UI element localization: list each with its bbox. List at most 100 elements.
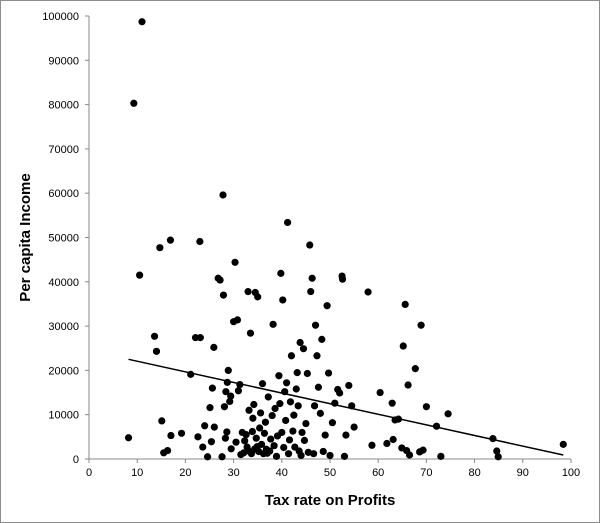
x-tick-marks [88,459,572,463]
data-point [245,406,253,414]
y-tick-label: 30000 [48,321,79,333]
data-point [286,398,295,406]
data-point [283,379,291,387]
data-point [224,366,232,374]
data-point [340,452,349,460]
data-point [261,418,270,426]
y-tick-label: 70000 [48,144,79,156]
data-point [150,332,159,340]
data-point [285,436,294,444]
data-point [437,452,445,460]
x-tick-label: 20 [179,467,191,479]
data-points [124,18,567,461]
data-point [328,419,337,427]
data-point [294,402,302,410]
data-point [303,369,311,378]
data-point [314,383,323,391]
x-tick-label: 90 [517,467,529,479]
y-tick-label: 0 [73,454,79,466]
data-point [310,450,318,458]
data-point [290,411,298,419]
x-tick-label: 40 [276,467,288,479]
data-point [232,438,240,446]
data-point [419,446,427,454]
data-point [289,427,297,435]
data-point [283,218,292,227]
x-axis-title: Tax rate on Profits [265,492,396,509]
y-tick-labels: 0 10000 20000 30000 40000 50000 60000 70000 8000… [42,11,79,466]
data-point [308,274,316,282]
data-point [284,450,293,458]
data-point [256,424,264,432]
data-point [300,436,309,444]
data-point [345,381,353,390]
data-point [293,369,301,377]
data-point [364,288,372,296]
data-point [278,428,286,437]
data-point [350,423,358,431]
data-point [310,402,319,410]
y-tick-label: 90000 [48,55,79,67]
data-point [316,409,324,417]
data-point [199,443,207,451]
data-point [216,276,224,284]
y-tick-marks [85,15,89,460]
data-point [194,433,202,441]
data-point [313,352,321,360]
data-point [311,321,320,329]
data-point [206,404,214,412]
data-point [405,451,414,459]
data-point [258,380,267,388]
data-point [275,372,283,380]
data-point [388,399,396,407]
data-point [336,389,344,397]
data-point [307,287,315,296]
data-point [422,403,430,411]
data-point [223,428,231,436]
data-point [218,453,226,461]
data-point [267,435,275,443]
data-point [234,387,243,395]
data-point [248,427,256,436]
data-point [203,453,212,461]
data-point [250,400,258,409]
data-point [196,237,204,246]
data-point [279,296,287,304]
data-point [227,445,235,453]
x-tick-label: 80 [468,467,480,479]
data-point [401,300,409,308]
data-point [399,342,407,350]
data-point [227,392,235,400]
data-point [272,452,281,460]
data-point [257,440,266,448]
data-point [130,99,138,107]
data-point [324,369,333,377]
data-point [136,271,144,279]
x-tick-label: 70 [420,467,432,479]
data-point [321,431,329,439]
data-point [268,411,276,420]
data-point [219,291,228,299]
y-tick-label: 20000 [48,365,79,377]
data-point [231,258,239,266]
y-axis-title: Per capita Income [17,173,34,301]
data-point [444,410,452,418]
data-point [297,451,305,460]
data-point [240,449,248,457]
data-point [338,275,347,283]
trendline [128,358,564,456]
data-point [210,343,218,351]
data-point [219,191,227,199]
data-point [177,429,186,437]
data-point [226,397,234,406]
data-point [493,447,501,455]
data-point [210,423,218,431]
x-tick-label: 10 [131,467,143,479]
data-point [296,338,304,347]
data-point [167,431,175,440]
data-point [277,269,285,277]
data-point [222,388,230,396]
data-point [383,439,391,448]
